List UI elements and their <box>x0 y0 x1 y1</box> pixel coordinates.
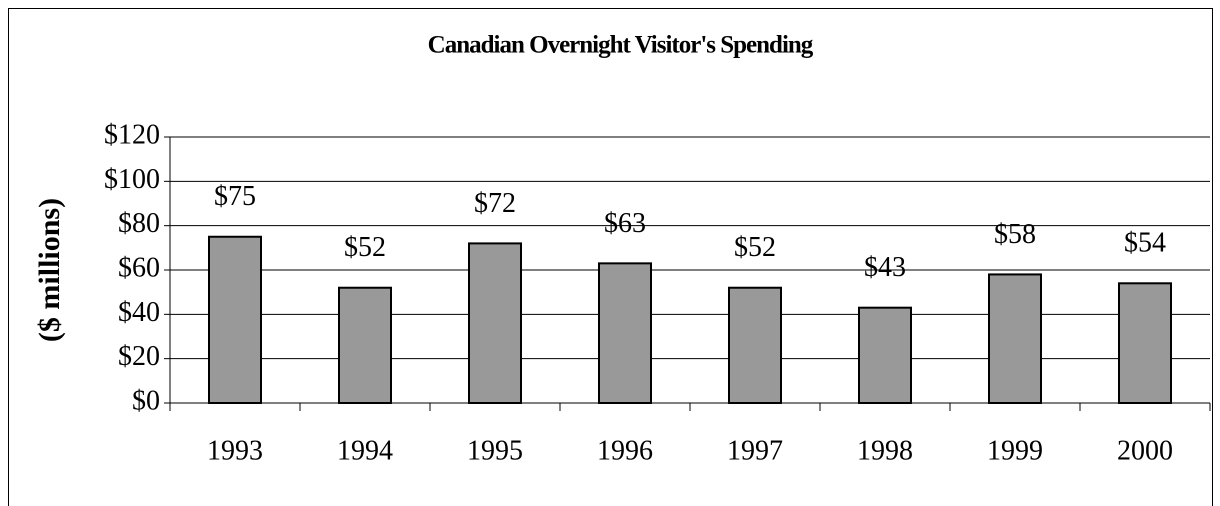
x-tick-label: 1997 <box>727 435 783 466</box>
bar <box>728 286 782 405</box>
bar <box>598 262 652 404</box>
bar <box>338 286 392 405</box>
data-label: $52 <box>734 232 776 263</box>
x-tick-label: 1996 <box>597 435 653 466</box>
chart-border <box>8 8 1213 506</box>
chart-title: Canadian Overnight Visitor's Spending <box>428 32 814 59</box>
y-tick-label: $100 <box>104 164 160 195</box>
y-tick-label: $20 <box>118 341 160 372</box>
data-label: $75 <box>214 181 256 212</box>
bar <box>1118 282 1172 404</box>
x-tick-label: 1995 <box>467 435 523 466</box>
y-tick-label: $0 <box>132 385 160 416</box>
bar <box>858 306 912 404</box>
y-tick-label: $80 <box>118 208 160 239</box>
bar <box>468 242 522 404</box>
y-tick-label: $40 <box>118 297 160 328</box>
data-label: $54 <box>1124 228 1166 259</box>
x-tick-label: 1999 <box>987 435 1043 466</box>
x-tick-label: 1998 <box>857 435 913 466</box>
y-tick-label: $120 <box>104 119 160 150</box>
data-label: $58 <box>994 219 1036 250</box>
y-tick-label: $60 <box>118 252 160 283</box>
y-axis-title: ($ millions) <box>33 198 66 342</box>
data-label: $43 <box>864 252 906 283</box>
x-tick-label: 1994 <box>337 435 393 466</box>
bar <box>988 273 1042 404</box>
bar <box>208 235 262 404</box>
x-tick-label: 2000 <box>1117 435 1173 466</box>
x-tick-label: 1993 <box>207 435 263 466</box>
data-label: $72 <box>474 188 516 219</box>
data-label: $52 <box>344 232 386 263</box>
data-label: $63 <box>604 208 646 239</box>
